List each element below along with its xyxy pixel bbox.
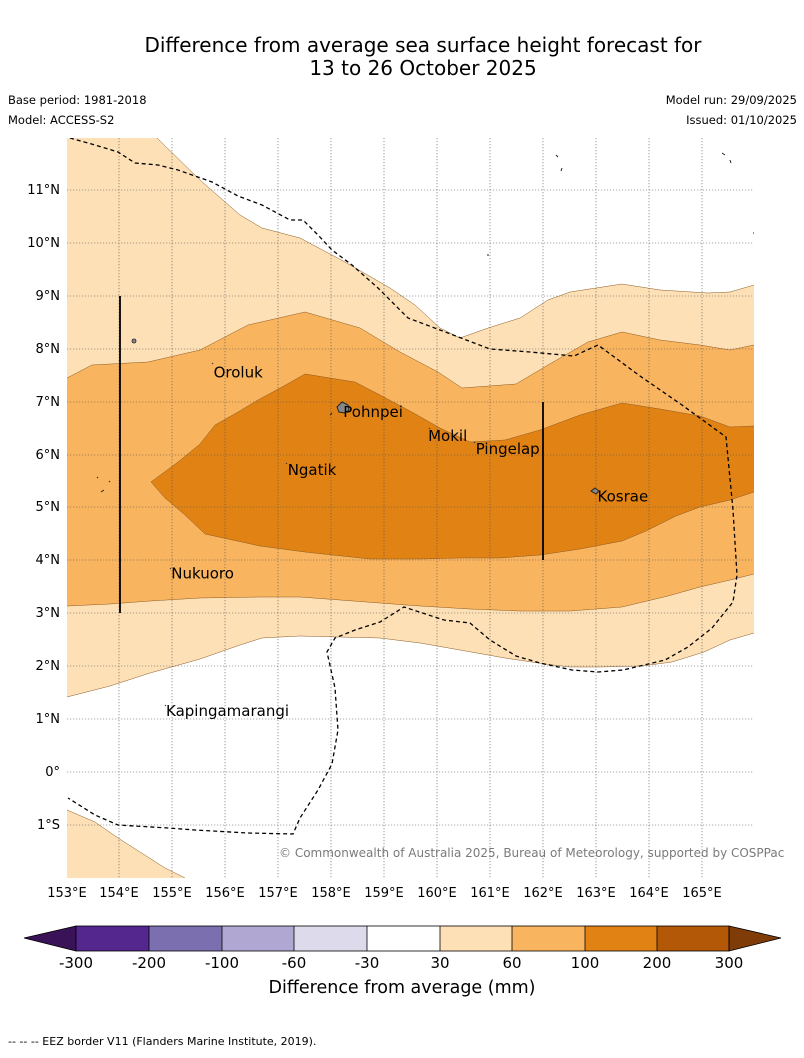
x-tick-labels: 153°E 154°E 155°E 156°E 157°E 158°E 159°… [47,886,722,901]
colorbar-label: 30 [430,954,449,972]
x-tick-label: 164°E [629,886,669,901]
base-period: Base period: 1981-2018 [8,93,147,107]
colorbar-arrow-low [23,925,77,952]
y-tick-label: 3°N [36,606,61,621]
y-tick-label: 7°N [36,395,61,410]
x-tick-label: 153°E [47,886,87,901]
y-tick-label: 0° [45,765,60,780]
colorbar-title: Difference from average (mm) [268,978,536,998]
y-tick-label: 11°N [27,183,60,198]
place-labels: Oroluk Pohnpei Mokil Pingelap Ngatik Kosrae Nu… [166,363,648,720]
y-tick-label: 8°N [36,342,61,357]
place-label-ngatik: Ngatik [288,461,337,479]
place-label-nukuoro: Nukuoro [171,564,234,582]
place-label-kapingamarangi: Kapingamarangi [166,702,289,720]
colorbar-swatch [512,926,585,951]
gridlines [67,138,754,878]
y-tick-label: 1°N [36,712,61,727]
contour-lines [67,138,754,878]
x-tick-label: 162°E [523,886,563,901]
x-tick-label: 160°E [417,886,457,901]
y-tick-label: 5°N [36,500,61,515]
colorbar-label: 200 [643,954,672,972]
y-tick-label: 1°S [37,818,60,833]
colorbar-label: -100 [205,954,239,972]
colorbar-label: 100 [571,954,600,972]
colorbar-label: -60 [282,954,307,972]
colorbar-labels: -300 -200 -100 -60 -30 30 60 100 200 300 [59,954,743,972]
copyright-credit: © Commonwealth of Australia 2025, Bureau… [279,846,785,860]
y-tick-label: 9°N [36,289,61,304]
place-label-pingelap: Pingelap [476,440,540,458]
colorbar-swatch [585,926,657,951]
x-tick-label: 165°E [682,886,722,901]
colorbar-swatch [222,926,294,951]
colorbar-label: -200 [132,954,166,972]
islands [96,152,754,707]
place-markers [164,362,476,707]
islets-northeast [329,152,754,416]
islet-north [131,338,137,344]
kosrae-island [590,487,600,495]
y-tick-label: 6°N [36,448,61,463]
x-tick-label: 157°E [258,886,298,901]
colorbar-swatch [76,926,149,951]
y-tick-label: 4°N [36,553,61,568]
issued-date: Issued: 01/10/2025 [686,113,797,127]
x-tick-label: 155°E [152,886,192,901]
model-run: Model run: 29/09/2025 [665,93,797,107]
x-tick-label: 161°E [470,886,510,901]
model-name: Model: ACCESS-S2 [8,113,115,127]
colorbar-label: 300 [715,954,744,972]
title-line-2: 13 to 26 October 2025 [309,56,537,80]
pohnpei-island [336,401,350,414]
x-tick-label: 154°E [99,886,139,901]
colorbar-arrow-high [728,925,782,952]
colorbar-outline [75,925,730,952]
contour-fills [67,138,754,878]
contour-30-60-south [67,810,185,878]
place-label-kosrae: Kosrae [598,488,649,506]
colorbar-swatch [294,926,367,951]
colorbar-label: -300 [59,954,93,972]
x-tick-label: 163°E [576,886,616,901]
colorbar-swatch [440,926,512,951]
y-tick-label: 10°N [27,236,60,251]
y-tick-label: 2°N [36,659,61,674]
title-line-1: Difference from average sea surface heig… [144,33,702,57]
colorbar-swatch [657,926,729,951]
eez-legend-footer: -- -- -- EEZ border V11 (Flanders Marine… [8,1035,317,1048]
place-label-mokil: Mokil [428,427,467,445]
colorbar: -300 -200 -100 -60 -30 30 60 100 200 300 [23,925,782,972]
eez-borders [67,138,738,835]
colorbar-label: 60 [502,954,521,972]
place-label-oroluk: Oroluk [214,363,263,381]
colorbar-dividers [148,926,658,951]
islets-west [96,476,111,493]
x-tick-label: 159°E [364,886,404,901]
place-label-pohnpei: Pohnpei [343,403,403,421]
x-tick-label: 158°E [311,886,351,901]
colorbar-label: -30 [355,954,380,972]
contour-100-200 [151,374,754,559]
colorbar-swatch [149,926,222,951]
colorbar-swatch [367,926,440,951]
y-tick-labels: 11°N 10°N 9°N 8°N 7°N 6°N 5°N 4°N 3°N 2°… [27,183,60,833]
x-tick-label: 156°E [205,886,245,901]
